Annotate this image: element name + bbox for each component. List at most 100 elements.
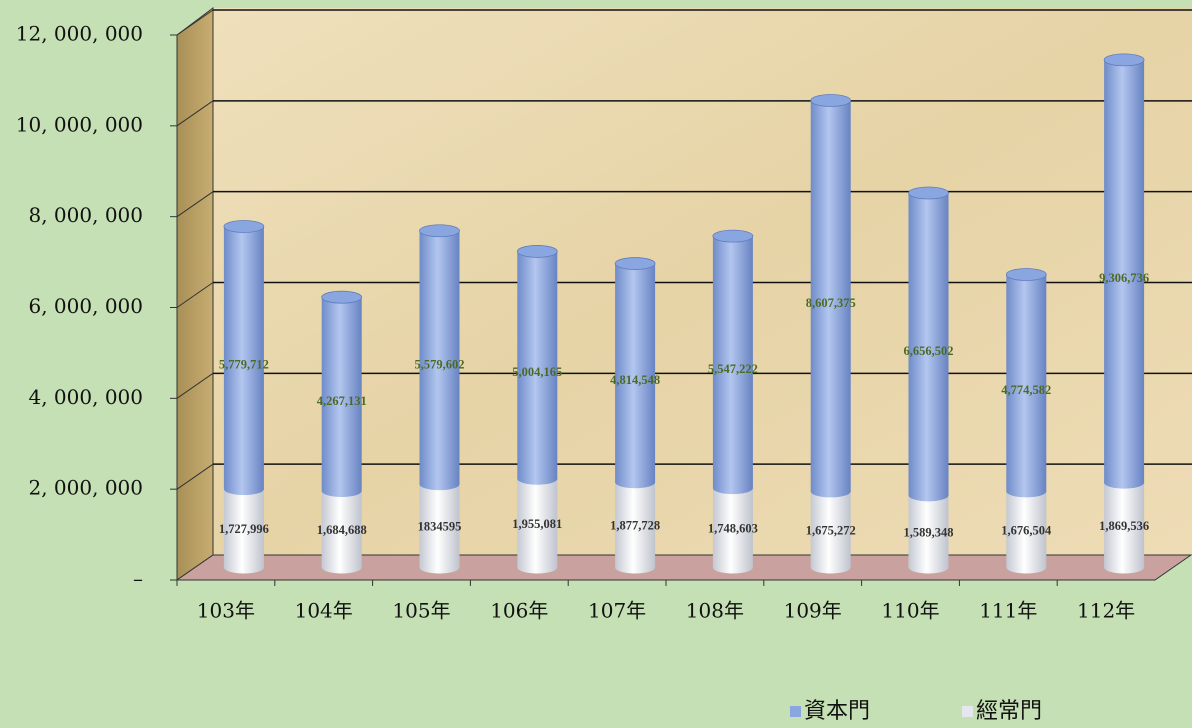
value-label: 1834595 — [418, 520, 462, 534]
bar-body — [223, 226, 264, 490]
bar-body — [810, 491, 851, 568]
value-label: 1,877,728 — [610, 519, 660, 533]
bar-top — [223, 220, 265, 233]
value-label: 1,589,348 — [904, 525, 954, 539]
bar-top — [712, 229, 754, 243]
bar-body — [712, 236, 753, 489]
bar — [419, 484, 460, 574]
legend-swatch — [790, 706, 801, 717]
bar-body — [712, 488, 753, 568]
grid-line-side — [176, 191, 214, 218]
value-label: 1,684,688 — [317, 523, 367, 537]
bar — [1104, 482, 1145, 574]
bar — [810, 491, 851, 574]
bar — [810, 94, 852, 498]
value-label: 5,004,165 — [512, 365, 562, 379]
bar-body — [1006, 491, 1047, 568]
bar — [1103, 53, 1145, 489]
value-label: 6,656,502 — [904, 344, 954, 358]
bar-body — [908, 495, 949, 568]
bar-top — [419, 224, 460, 238]
value-label: 9,306,736 — [1099, 271, 1149, 285]
value-label: 4,267,131 — [317, 394, 367, 408]
bar — [1006, 491, 1047, 574]
bar-top — [614, 257, 656, 270]
x-tick-label: 109年 — [784, 599, 842, 623]
bar-top — [908, 186, 949, 200]
y-tick-label: 4, 000, 000 — [28, 385, 143, 409]
bar-top — [516, 245, 558, 258]
value-label: 1,676,504 — [1001, 523, 1052, 537]
y-tick-label: – — [133, 567, 143, 591]
bar-body — [419, 484, 460, 568]
x-tick-label: 105年 — [392, 599, 450, 623]
y-tick-label: 12, 000, 000 — [16, 22, 143, 46]
bar — [223, 489, 264, 574]
bar — [517, 478, 558, 574]
x-tick-label: 112年 — [1077, 599, 1135, 623]
legend-label: 經常門 — [976, 699, 1042, 724]
bar-body — [1006, 274, 1047, 492]
y-tick-label: 2, 000, 000 — [28, 476, 143, 500]
legend: 資本門 經常門 — [790, 699, 1042, 724]
bar — [615, 482, 656, 574]
legend-label: 資本門 — [804, 699, 870, 724]
bar — [321, 490, 362, 574]
grid-line-side — [176, 372, 214, 399]
x-tick-label: 107年 — [588, 599, 646, 623]
value-label: 1,675,272 — [806, 523, 856, 537]
bar-top — [321, 290, 363, 304]
bar-body — [908, 193, 949, 496]
grid-line-side — [176, 282, 214, 308]
x-tick-label: 110年 — [881, 599, 939, 623]
x-tick-label: 108年 — [686, 599, 744, 623]
bar — [321, 290, 363, 497]
bar — [1005, 268, 1047, 498]
bar — [419, 224, 460, 491]
bar — [908, 495, 949, 574]
value-label: 1,727,996 — [219, 522, 269, 536]
bar — [908, 186, 949, 502]
bar-body — [615, 263, 656, 483]
grid-line-side — [176, 9, 214, 36]
value-label: 1,869,536 — [1099, 519, 1149, 533]
value-label: 5,579,602 — [415, 357, 465, 371]
value-label: 5,547,222 — [708, 362, 758, 376]
bar-body — [419, 230, 460, 485]
bar-body — [615, 482, 656, 568]
grid-line-side — [176, 463, 214, 490]
y-tick-label: 6, 000, 000 — [28, 294, 143, 318]
side-wall — [176, 7, 214, 581]
grid-line-side — [176, 100, 214, 127]
bar-top — [1005, 268, 1047, 281]
value-label: 5,779,712 — [219, 358, 269, 372]
bar-body — [810, 100, 851, 492]
y-tick-label: 10, 000, 000 — [16, 112, 143, 136]
x-tick-label: 106年 — [490, 599, 548, 623]
x-tick-label: 104年 — [295, 599, 353, 623]
bar-body — [517, 478, 558, 568]
bar-body — [1104, 59, 1145, 483]
bar — [712, 229, 754, 495]
y-tick-label: 8, 000, 000 — [28, 203, 143, 227]
x-tick-label: 103年 — [197, 599, 255, 623]
bar-body — [321, 297, 362, 491]
x-tick-label: 111年 — [979, 599, 1037, 623]
bar-body — [517, 251, 558, 479]
value-label: 4,774,582 — [1001, 383, 1051, 397]
bar-top — [810, 94, 852, 107]
bar-body — [223, 489, 264, 568]
bar — [712, 488, 753, 574]
bar — [223, 220, 265, 496]
value-label: 1,748,603 — [708, 522, 758, 536]
legend-swatch — [962, 706, 973, 717]
bar-body — [321, 490, 362, 568]
value-label: 8,607,375 — [806, 296, 856, 310]
value-label: 4,814,548 — [610, 373, 660, 387]
bar — [614, 257, 656, 489]
value-label: 1,955,081 — [512, 517, 562, 531]
bar — [516, 245, 558, 485]
bar-top — [1103, 53, 1145, 67]
bar-body — [1104, 482, 1145, 568]
